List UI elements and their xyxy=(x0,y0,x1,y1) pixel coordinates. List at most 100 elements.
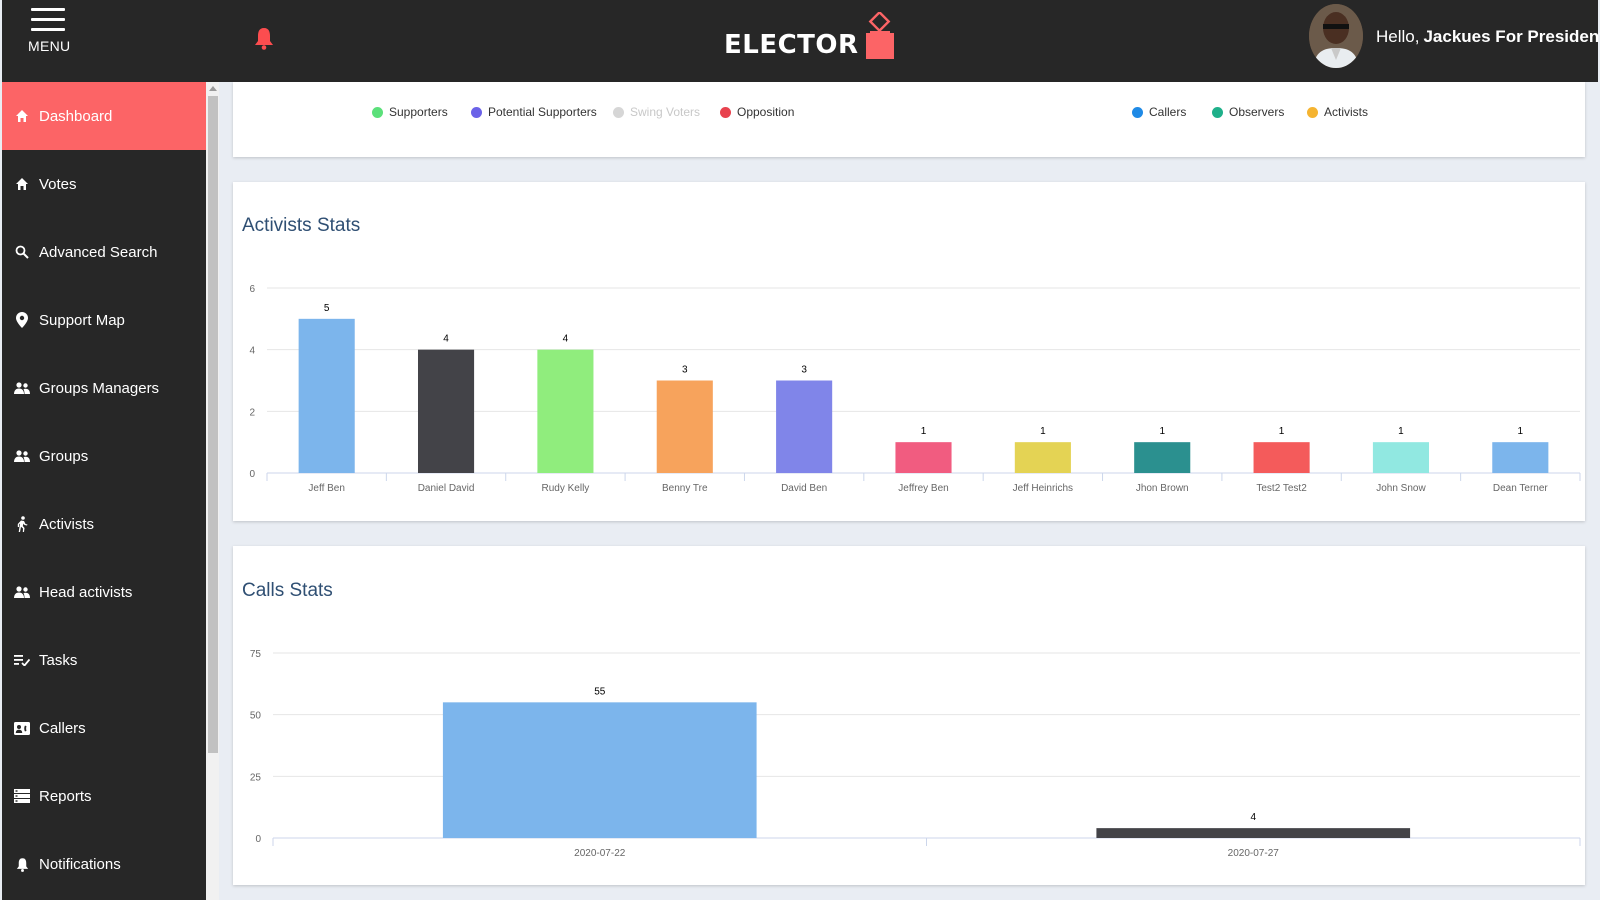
bell-icon xyxy=(14,856,30,872)
sidebar-item-votes[interactable]: Votes xyxy=(2,150,206,218)
legend-label: Supporters xyxy=(389,105,448,119)
bar xyxy=(1014,442,1071,473)
sidebar-scrollbar[interactable] xyxy=(206,82,219,900)
legend-item-callers[interactable]: Callers xyxy=(1132,105,1186,119)
bar xyxy=(298,318,355,473)
legend-item-potential-supporters[interactable]: Potential Supporters xyxy=(471,105,597,119)
sidebar-item-dashboard[interactable]: Dashboard xyxy=(2,82,206,150)
activists-stats-chart: 0 2 4 6 5 Jeff Ben 4 Daniel David 4 Rudy Kelly 3 Be… xyxy=(249,284,1581,494)
search-icon xyxy=(14,244,30,260)
sidebar-item-label: Notifications xyxy=(39,855,121,873)
legend-dot-icon xyxy=(1307,106,1318,118)
scroll-up-arrow-icon[interactable] xyxy=(209,86,217,91)
menu-label: MENU xyxy=(28,38,71,54)
x-tick-label: Jhon Brown xyxy=(1136,483,1189,494)
sidebar-item-label: Callers xyxy=(39,719,86,737)
calls-stats-title: Calls Stats xyxy=(242,580,333,601)
bar xyxy=(442,702,757,838)
home-icon xyxy=(14,176,30,192)
legend-item-supporters[interactable]: Supporters xyxy=(372,105,448,119)
sidebar-item-groups[interactable]: Groups xyxy=(2,422,206,490)
home-icon xyxy=(14,108,30,124)
bar xyxy=(1372,442,1430,473)
people-icon xyxy=(14,584,30,600)
legend-dot-icon xyxy=(372,106,383,118)
x-tick-label: John Snow xyxy=(1376,483,1426,494)
legend-dot-icon xyxy=(471,106,482,118)
sidebar-item-head-activists[interactable]: Head activists xyxy=(2,558,206,626)
sidebar-item-label: Dashboard xyxy=(39,107,113,125)
map-pin-icon xyxy=(14,312,30,328)
user-name[interactable]: Jackues For President! xyxy=(1423,27,1600,46)
legend-item-opposition[interactable]: Opposition xyxy=(720,105,794,119)
data-label: 1 xyxy=(1040,426,1046,437)
data-label: 4 xyxy=(443,334,449,345)
hamburger-icon-line xyxy=(31,28,65,31)
storage-icon xyxy=(14,788,30,804)
x-tick-label: 2020-07-27 xyxy=(1228,848,1280,859)
activists-stats-card: Activists Stats 0 2 4 6 5 Jeff Ben 4 Daniel Dav… xyxy=(233,182,1585,521)
legend-dot-icon xyxy=(720,106,731,118)
greeting-prefix: Hello, xyxy=(1376,27,1420,46)
data-label: 1 xyxy=(1518,426,1524,437)
activists-stats-title: Activists Stats xyxy=(242,215,361,236)
scrollbar-thumb[interactable] xyxy=(208,96,218,753)
data-label: 4 xyxy=(563,334,569,345)
bar xyxy=(1096,828,1411,838)
legend-item-activists[interactable]: Activists xyxy=(1307,105,1368,119)
data-label: 55 xyxy=(594,686,606,697)
sidebar-item-label: Advanced Search xyxy=(39,243,158,261)
legend-item-observers[interactable]: Observers xyxy=(1212,105,1284,119)
y-tick-label: 0 xyxy=(255,834,261,845)
legend-item-swing-voters[interactable]: Swing Voters xyxy=(613,105,700,119)
legend-label: Activists xyxy=(1324,105,1369,119)
y-tick-label: 75 xyxy=(250,649,262,660)
x-tick-label: Daniel David xyxy=(418,483,475,494)
people-icon xyxy=(14,448,30,464)
sidebar-item-reports[interactable]: Reports xyxy=(2,762,206,830)
running-person-icon xyxy=(14,516,30,532)
legend-dot-icon xyxy=(1212,106,1223,118)
sidebar-item-support-map[interactable]: Support Map xyxy=(2,286,206,354)
legend-label: Potential Supporters xyxy=(488,105,597,119)
sidebar-item-label: Reports xyxy=(39,787,92,805)
y-tick-label: 4 xyxy=(249,346,255,357)
legend-label: Swing Voters xyxy=(630,105,701,119)
bell-icon[interactable] xyxy=(254,26,274,50)
sidebar-item-notifications[interactable]: Notifications xyxy=(2,830,206,898)
bar xyxy=(656,380,713,473)
x-tick-label: Test2 Test2 xyxy=(1256,483,1307,494)
sidebar-item-label: Activists xyxy=(39,515,95,533)
data-label: 1 xyxy=(1159,426,1165,437)
people-icon xyxy=(14,380,30,396)
x-tick-label: Jeffrey Ben xyxy=(898,483,948,494)
bar xyxy=(776,380,833,473)
bar xyxy=(1134,442,1191,473)
avatar-image xyxy=(1309,4,1363,68)
hamburger-icon-line xyxy=(31,18,65,21)
data-label: 3 xyxy=(801,365,807,376)
sidebar-item-groups-managers[interactable]: Groups Managers xyxy=(2,354,206,422)
user-avatar[interactable] xyxy=(1309,4,1363,68)
logo-text: ELECTOR xyxy=(724,30,859,60)
data-label: 1 xyxy=(1279,426,1285,437)
data-label: 3 xyxy=(682,365,688,376)
calls-stats-chart: 0 25 50 75 55 2020-07-22 4 2020-07-27 xyxy=(250,649,1581,859)
data-label: 1 xyxy=(921,426,927,437)
legend-label: Callers xyxy=(1149,105,1187,119)
sidebar-item-callers[interactable]: Callers xyxy=(2,694,206,762)
y-tick-label: 2 xyxy=(249,407,255,418)
data-label: 5 xyxy=(324,303,330,314)
checklist-icon xyxy=(14,652,30,668)
bar xyxy=(1253,442,1310,473)
hamburger-icon xyxy=(31,8,65,11)
menu-button[interactable]: MENU xyxy=(28,8,71,54)
y-tick-label: 6 xyxy=(249,284,255,295)
x-tick-label: 2020-07-22 xyxy=(574,848,626,859)
x-tick-label: Jeff Heinrichs xyxy=(1013,483,1073,494)
bar xyxy=(537,349,594,473)
sidebar-item-advanced-search[interactable]: Advanced Search xyxy=(2,218,206,286)
legend-card: Supporters Potential Supporters Swing Vo… xyxy=(233,82,1585,157)
sidebar-item-activists[interactable]: Activists xyxy=(2,490,206,558)
sidebar-item-tasks[interactable]: Tasks xyxy=(2,626,206,694)
